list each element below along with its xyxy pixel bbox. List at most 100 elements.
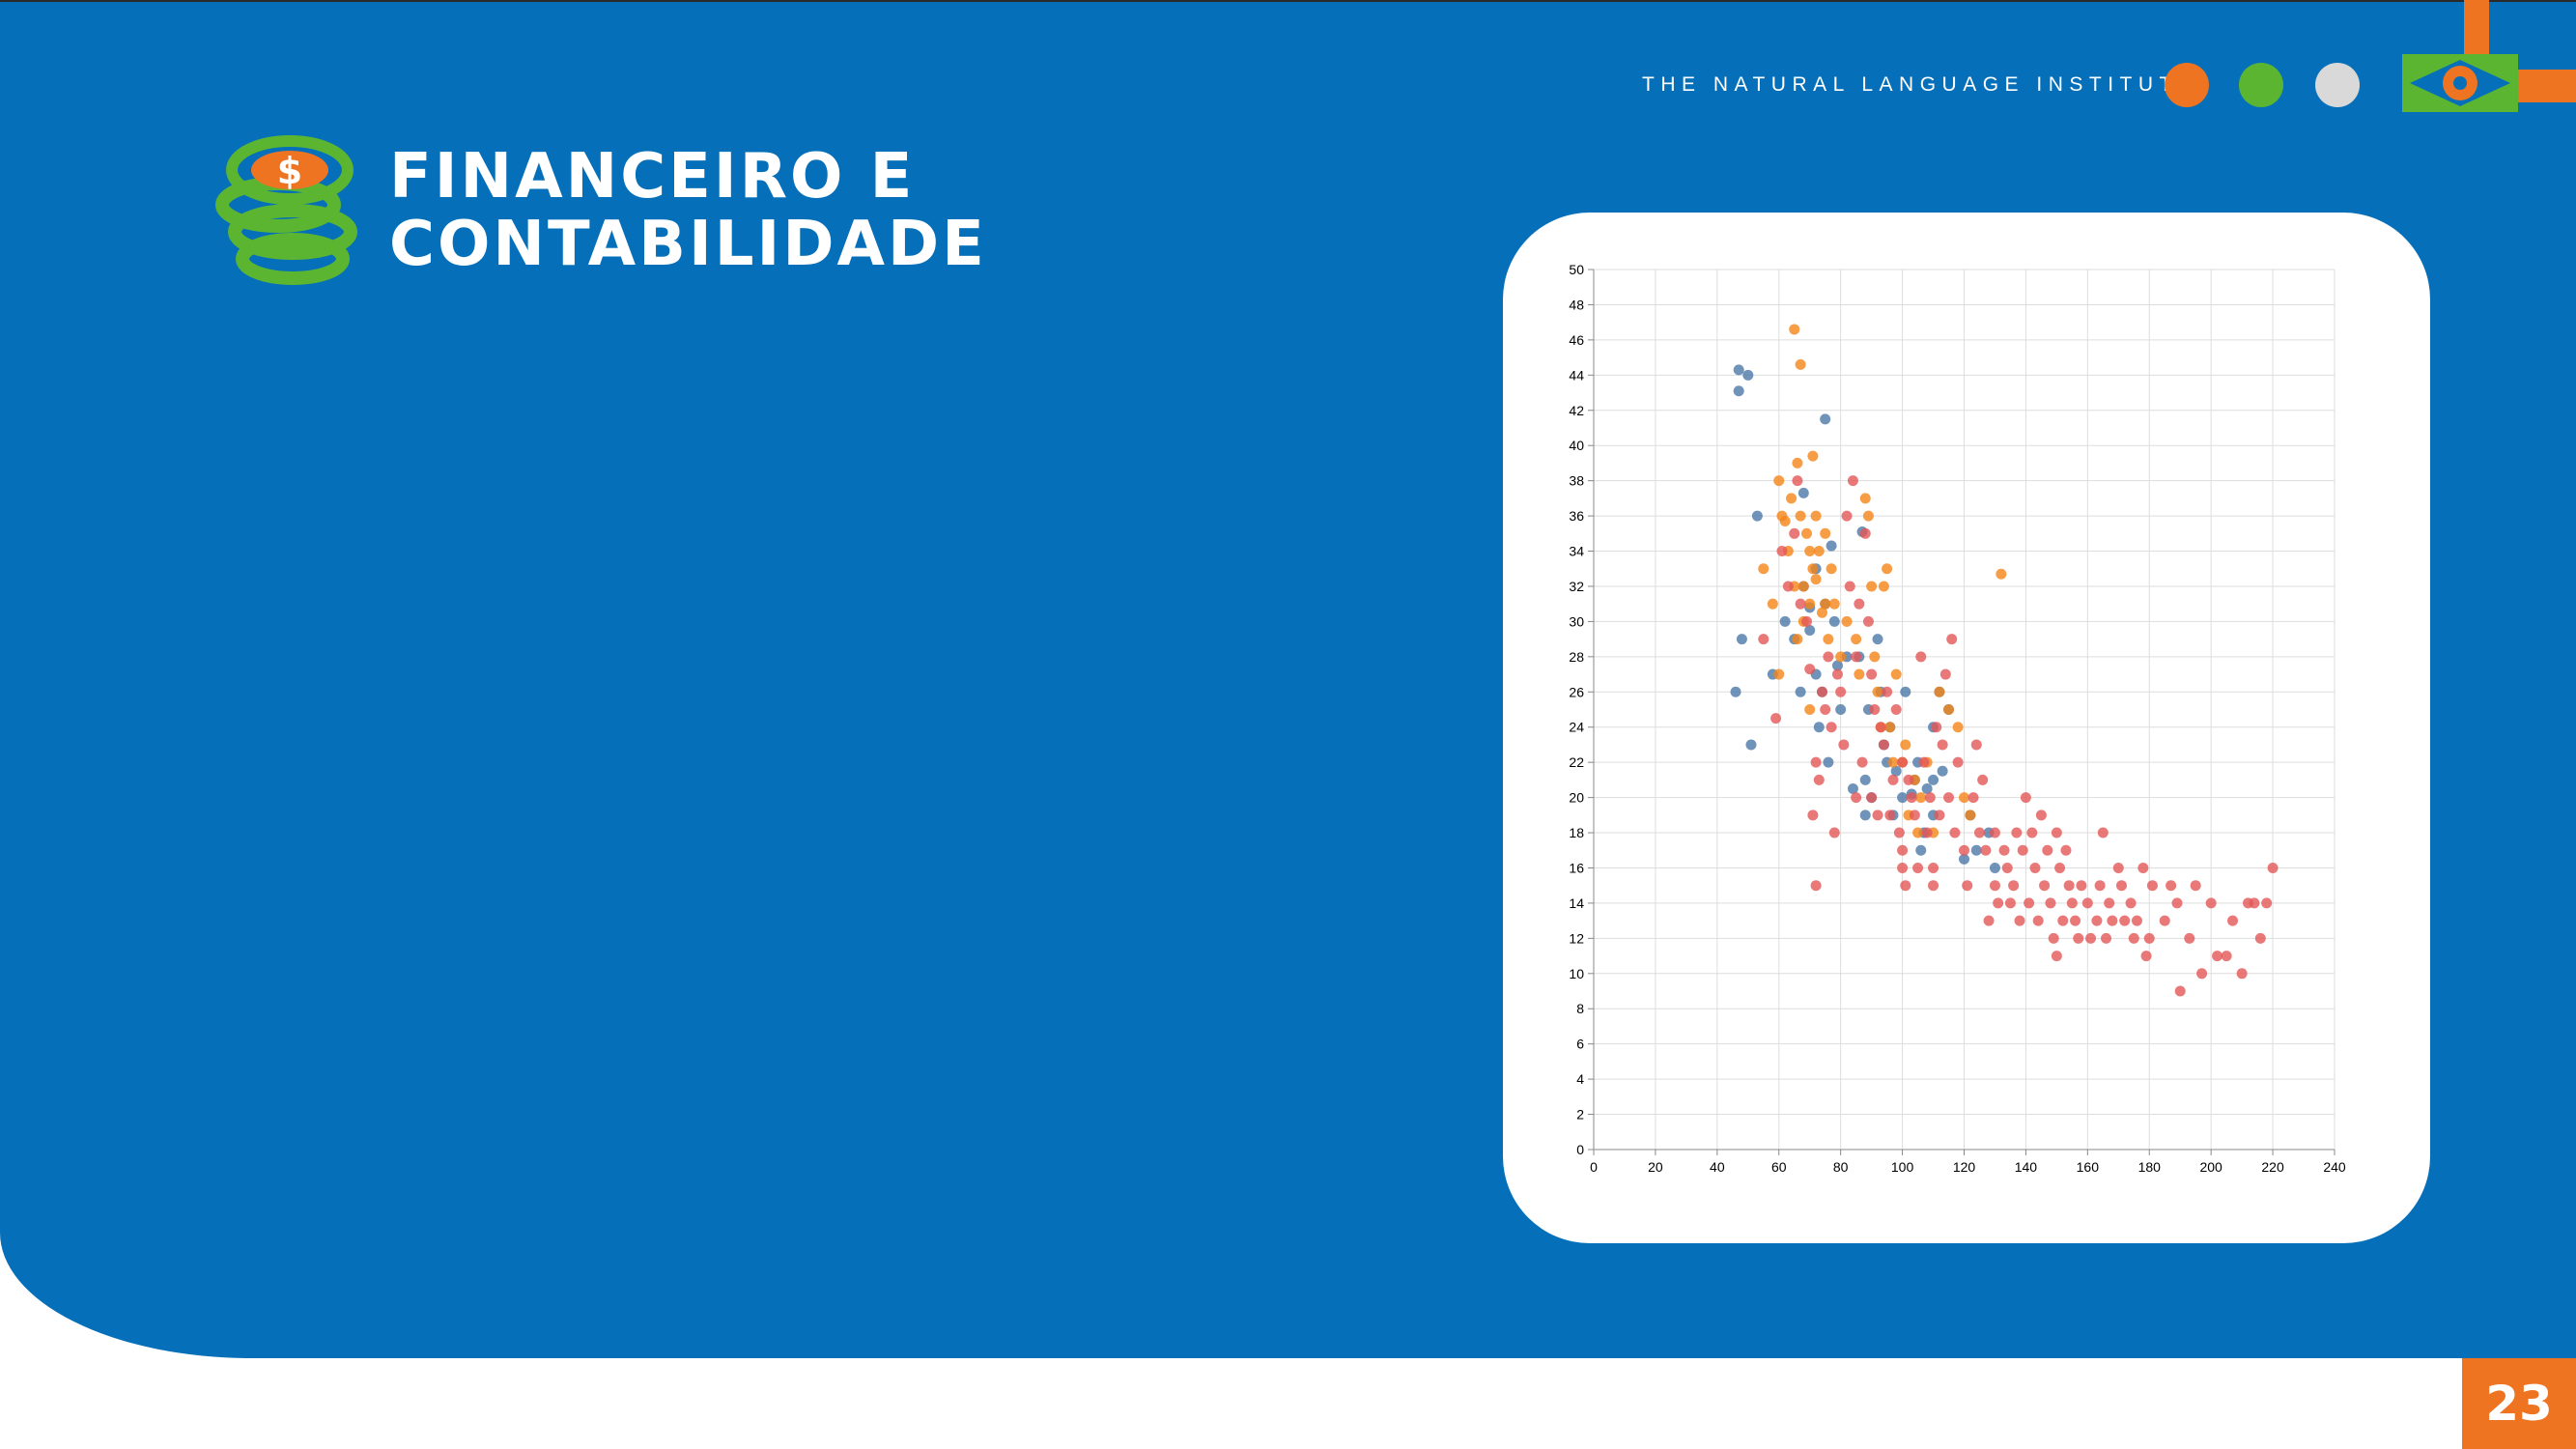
y-tick-label: 16: [1569, 860, 1584, 875]
data-point: [1804, 598, 1816, 610]
data-point: [2159, 915, 2170, 926]
data-point: [1745, 739, 1757, 751]
data-point: [1872, 634, 1883, 645]
x-tick-label: 160: [2077, 1159, 2100, 1175]
data-point: [1758, 634, 1769, 645]
data-point: [2048, 932, 2059, 944]
data-point: [1970, 844, 1982, 856]
data-point: [1810, 756, 1822, 768]
data-point: [1989, 827, 2000, 838]
data-point: [1804, 704, 1816, 715]
data-point: [2054, 862, 2066, 873]
data-point: [1897, 756, 1909, 768]
y-tick-label: 14: [1569, 895, 1584, 911]
data-point: [2011, 827, 2023, 838]
data-point: [1859, 774, 1871, 785]
data-point: [1887, 774, 1899, 785]
data-point: [2008, 880, 2020, 892]
data-point: [1751, 510, 1763, 522]
data-point: [1903, 774, 1914, 785]
data-point: [1841, 615, 1853, 627]
data-point: [1823, 756, 1834, 768]
y-tick-label: 36: [1569, 508, 1584, 524]
data-point: [2029, 862, 2041, 873]
data-point: [2254, 932, 2266, 944]
data-point: [1851, 651, 1862, 663]
coin-stack-dollar-icon: $: [215, 135, 357, 285]
data-point: [2137, 862, 2149, 873]
y-tick-label: 50: [1569, 262, 1584, 277]
data-point: [1912, 862, 1924, 873]
data-point: [1962, 880, 1973, 892]
data-point: [2171, 897, 2183, 909]
data-point: [1823, 634, 1834, 645]
data-point: [1943, 792, 1955, 804]
data-point: [2060, 844, 2072, 856]
orange-dot-icon: [2165, 63, 2209, 107]
data-point: [1921, 782, 1933, 794]
data-point: [1869, 651, 1881, 663]
data-point: [2184, 932, 2195, 944]
data-point: [1862, 510, 1874, 522]
data-point: [2094, 880, 2106, 892]
data-point: [2131, 915, 2142, 926]
data-point: [1998, 844, 2010, 856]
data-point: [1835, 704, 1847, 715]
data-point: [1854, 598, 1865, 610]
y-tick-label: 42: [1569, 403, 1584, 418]
y-tick-label: 30: [1569, 613, 1584, 629]
x-tick-label: 140: [2015, 1159, 2038, 1175]
data-point: [1967, 792, 1979, 804]
data-point: [1949, 827, 1961, 838]
x-tick-label: 60: [1771, 1159, 1787, 1175]
data-point: [1946, 634, 1958, 645]
data-point: [2104, 897, 2115, 909]
title-line-1: FINANCEIRO E: [389, 141, 916, 213]
data-point: [1906, 792, 1917, 804]
data-point: [1878, 581, 1889, 592]
data-point: [2112, 862, 2124, 873]
data-point: [1943, 704, 1955, 715]
svg-text:$: $: [277, 150, 302, 192]
eye-flag-icon: [2402, 0, 2576, 112]
data-point: [1952, 722, 1964, 733]
data-point: [1826, 563, 1837, 575]
data-point: [1736, 634, 1747, 645]
data-point: [2221, 951, 2232, 962]
data-point: [1897, 792, 1909, 804]
data-point: [1789, 527, 1800, 539]
data-point: [1915, 651, 1927, 663]
data-point: [2227, 915, 2239, 926]
top-border-line: [0, 0, 2576, 2]
y-tick-label: 34: [1569, 544, 1584, 559]
data-point: [1831, 668, 1843, 680]
data-point: [1835, 686, 1847, 697]
y-tick-label: 24: [1569, 720, 1584, 735]
data-point: [1767, 598, 1778, 610]
data-point: [1851, 792, 1862, 804]
data-point: [1900, 739, 1911, 751]
x-tick-label: 200: [2199, 1159, 2222, 1175]
data-point: [1770, 713, 1782, 724]
data-point: [2212, 951, 2223, 962]
data-point: [1813, 546, 1825, 557]
data-point: [2035, 810, 2047, 821]
data-point: [2070, 915, 2081, 926]
data-point: [2026, 827, 2038, 838]
green-dot-icon: [2239, 63, 2283, 107]
data-point: [1820, 527, 1831, 539]
data-point: [1989, 880, 2000, 892]
x-tick-label: 0: [1590, 1159, 1598, 1175]
y-tick-label: 20: [1569, 790, 1584, 806]
data-point: [1952, 756, 1964, 768]
data-point: [1828, 615, 1840, 627]
data-point: [1973, 827, 1985, 838]
data-point: [1795, 598, 1806, 610]
data-point: [1862, 615, 1874, 627]
chart-card: [1503, 213, 2430, 1243]
data-point: [1804, 625, 1816, 637]
data-point: [1887, 756, 1899, 768]
data-point: [1856, 756, 1868, 768]
data-point: [2066, 897, 2078, 909]
y-tick-label: 32: [1569, 579, 1584, 594]
